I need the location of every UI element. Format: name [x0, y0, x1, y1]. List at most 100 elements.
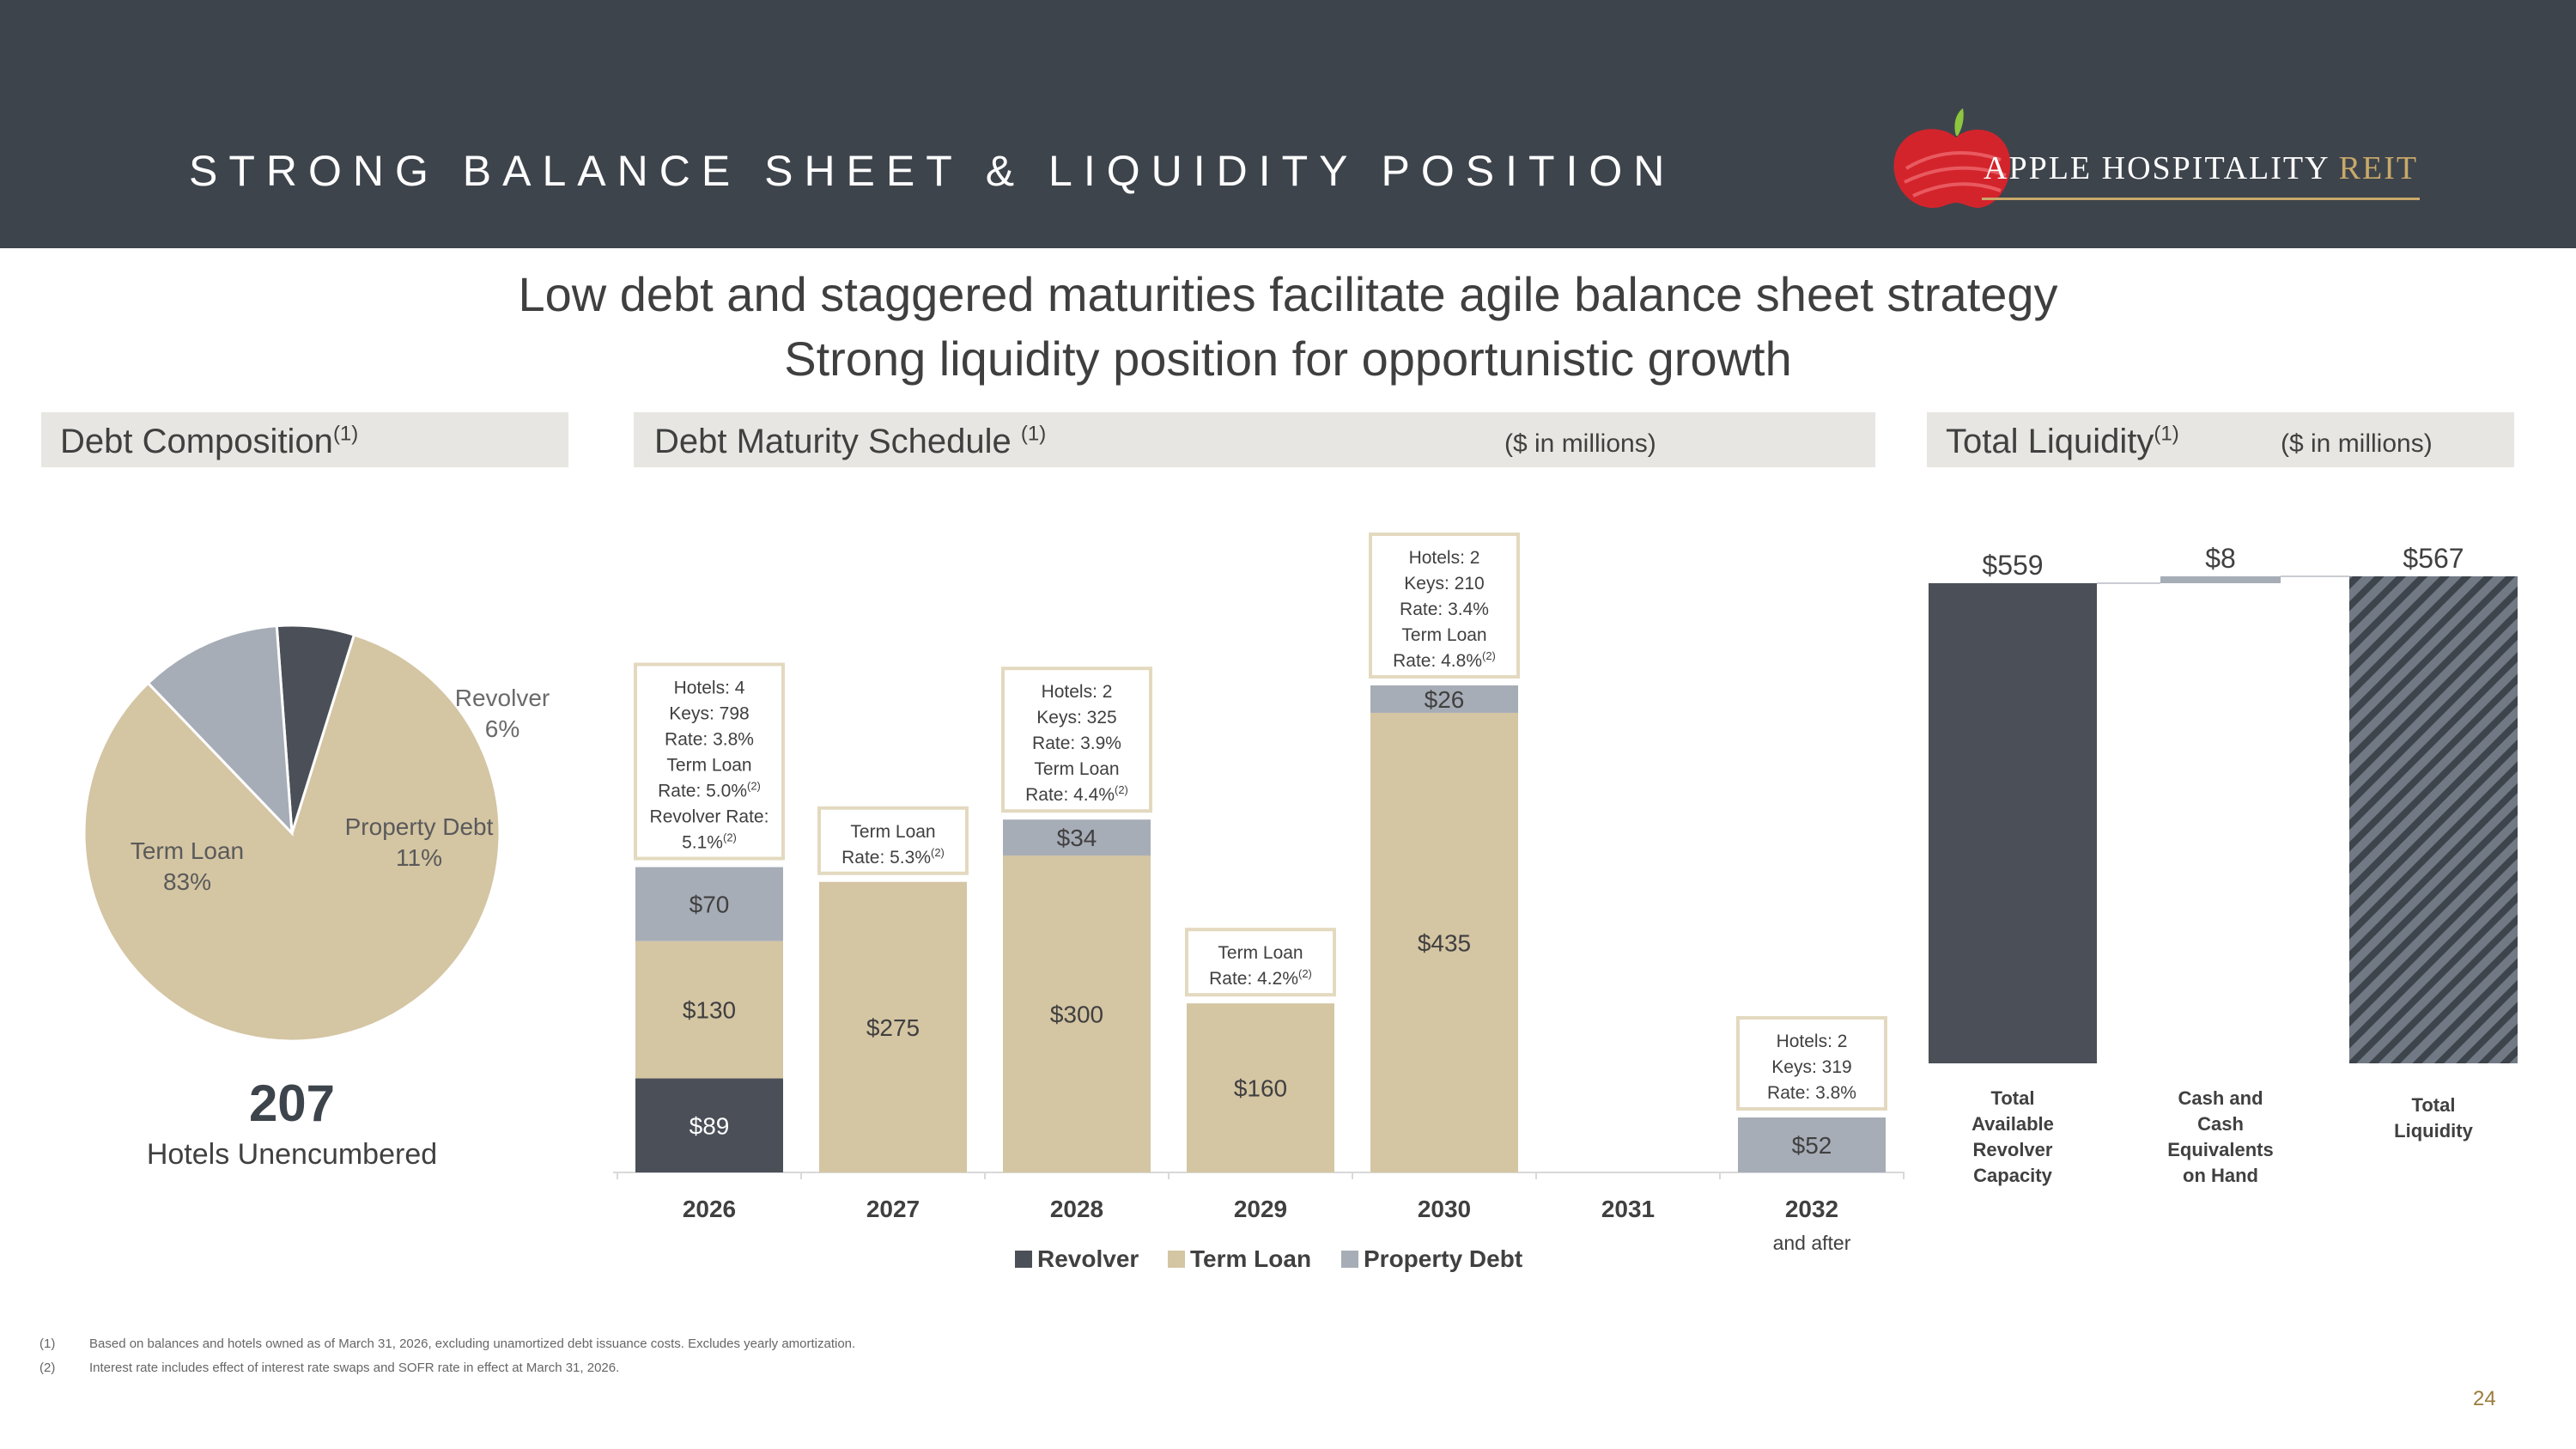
pie-label-property-debt: Property Debt [345, 813, 494, 840]
pie-slice-term-loan [82, 633, 501, 1043]
annotation-line: Keys: 798 [669, 704, 749, 724]
apple-icon [1893, 108, 2011, 208]
annotation-line: Keys: 319 [1771, 1057, 1851, 1077]
annotation-frame [1001, 667, 1152, 813]
footnote-2: (2) Interest rate includes effect of inte… [39, 1361, 619, 1375]
annotation-box-2032: Hotels: 2 Keys: 319 Rate: 3.8% [1736, 1016, 1887, 1111]
annotation-frame [817, 806, 969, 875]
annotation-frame [1185, 928, 1336, 997]
bar-value-label: $26 [1425, 686, 1465, 713]
annotation-line: Term Loan [666, 756, 751, 776]
bar-revolver-2026 [635, 1078, 783, 1172]
brand-name-reit: REIT [2338, 150, 2419, 186]
bar-term-loan-2028 [1003, 855, 1151, 1172]
bar-property-debt-2026 [635, 867, 783, 941]
annotation-line: Hotels: 2 [1042, 682, 1113, 702]
legend-swatch-term-loan [1168, 1251, 1185, 1268]
total-liquidity-title: Total Liquidity [1946, 423, 2154, 460]
debt-composition-header: Debt Composition(1) [41, 412, 568, 467]
legend-swatch-revolver [1015, 1251, 1032, 1268]
liquidity-bar-3 [2349, 576, 2518, 1063]
bar-value-label: $89 [690, 1112, 730, 1139]
annotation-line: Term Loan [850, 822, 935, 842]
pie-percent-revolver: 6% [485, 715, 519, 742]
liquidity-category-label: Equivalents [2167, 1139, 2273, 1160]
annotation-line: 5.1%(2) [682, 831, 737, 853]
footnote-ref: (1) [1020, 422, 1047, 446]
annotation-line: Rate: 4.2%(2) [1209, 967, 1312, 989]
bar-value-label: $275 [866, 1014, 920, 1041]
legend-label-property-debt: Property Debt [1364, 1245, 1522, 1272]
x-tick-label-2032: 2032 [1785, 1196, 1838, 1222]
liquidity-category-label: Total [2412, 1094, 2456, 1116]
pie-slice-property-debt [146, 624, 294, 837]
footnote-number: (1) [39, 1336, 56, 1351]
brand-name-main: APPLE HOSPITALITY [1984, 150, 2339, 186]
annotation-box-2026: Hotels: 4 Keys: 798 Rate: 3.8% Term Loan Rat… [634, 662, 785, 861]
liquidity-category-label: Cash [2197, 1113, 2244, 1135]
liquidity-category-label: Capacity [1973, 1165, 2052, 1186]
annotation-line: Rate: 3.8% [1767, 1083, 1856, 1103]
legend-label-revolver: Revolver [1037, 1245, 1139, 1272]
bar-property-debt-2032 [1738, 1117, 1886, 1172]
brand-name: APPLE HOSPITALITY REIT [1984, 149, 2418, 187]
pie-label-term-loan: Term Loan [131, 837, 244, 864]
footnote-text: Interest rate includes effect of interes… [89, 1361, 620, 1375]
page-title: STRONG BALANCE SHEET & LIQUIDITY POSITIO… [189, 147, 1676, 195]
page-number: 24 [2473, 1387, 2496, 1410]
bar-value-label: $435 [1418, 929, 1471, 956]
annotation-line: Keys: 210 [1404, 574, 1484, 594]
debt-maturity-units: ($ in millions) [1504, 429, 1656, 458]
annotation-frame [1736, 1016, 1887, 1111]
liquidity-value-label: $567 [2403, 543, 2464, 574]
x-tick-sublabel: and after [1773, 1232, 1851, 1254]
liquidity-category-label: Revolver [1973, 1139, 2053, 1160]
liquidity-bar-1 [1929, 583, 2097, 1063]
bar-value-label: $70 [690, 892, 730, 918]
bar-term-loan-2027 [819, 881, 967, 1172]
annotation-box-2030: Hotels: 2 Keys: 210 Rate: 3.4% Term Loan Rat… [1369, 532, 1520, 679]
annotation-line: Term Loan [1218, 943, 1303, 963]
bar-term-loan-2026 [635, 941, 783, 1079]
footnote-number: (2) [39, 1361, 56, 1375]
pie-percent-term-loan: 83% [163, 868, 211, 895]
total-liquidity-waterfall-chart: $559 Total Available Revolver Capacity $8 Cash… [1929, 543, 2518, 1186]
debt-maturity-header: Debt Maturity Schedule (1) ($ in million… [634, 412, 1875, 467]
annotation-line: Term Loan [1401, 625, 1486, 645]
bar-value-label: $160 [1234, 1075, 1287, 1102]
annotation-box-2028: Hotels: 2 Keys: 325 Rate: 3.9% Term Loan Rat… [1001, 667, 1152, 813]
footnote-text: Based on balances and hotels owned as of… [89, 1336, 856, 1351]
company-logo [1893, 108, 2011, 208]
bar-value-label: $300 [1050, 1002, 1103, 1028]
debt-maturity-title: Debt Maturity Schedule [654, 423, 1021, 460]
liquidity-value-label: $8 [2205, 543, 2236, 574]
annotation-line: Rate: 5.0%(2) [658, 780, 761, 801]
annotation-line: Rate: 3.8% [665, 730, 754, 750]
bar-value-label: $130 [683, 997, 736, 1024]
unencumbered-hotels-label: Hotels Unencumbered [146, 1138, 438, 1171]
liquidity-bar-2 [2160, 576, 2281, 583]
annotation-frame [1369, 532, 1520, 679]
x-tick-label-2028: 2028 [1050, 1196, 1103, 1222]
x-tick-label-2027: 2027 [866, 1196, 920, 1222]
legend: Revolver Term Loan Property Debt [1015, 1245, 1522, 1272]
pie-percent-property-debt: 11% [396, 844, 442, 871]
footnote-1: (1) Based on balances and hotels owned as… [39, 1336, 855, 1351]
annotation-line: Term Loan [1034, 759, 1119, 779]
bar-property-debt-2028 [1003, 819, 1151, 855]
unencumbered-hotels-count: 207 [248, 1075, 336, 1132]
annotation-frame [634, 662, 785, 861]
pie-label-revolver: Revolver [455, 685, 550, 711]
annotation-line: Rate: 4.4%(2) [1025, 783, 1128, 805]
annotation-line: Rate: 3.4% [1400, 600, 1489, 619]
liquidity-category-label: on Hand [2183, 1165, 2258, 1186]
liquidity-category-label: Cash and [2178, 1087, 2263, 1109]
annotation-line: Revolver Rate: [650, 807, 769, 827]
x-tick-label-2026: 2026 [683, 1196, 736, 1222]
liquidity-category-label: Total [1991, 1087, 2035, 1109]
liquidity-category-label: Available [1971, 1113, 2054, 1135]
liquidity-value-label: $559 [1982, 550, 2043, 581]
header-bar [0, 0, 2576, 248]
x-tick-label-2029: 2029 [1234, 1196, 1287, 1222]
footnote-ref: (1) [2154, 422, 2179, 446]
